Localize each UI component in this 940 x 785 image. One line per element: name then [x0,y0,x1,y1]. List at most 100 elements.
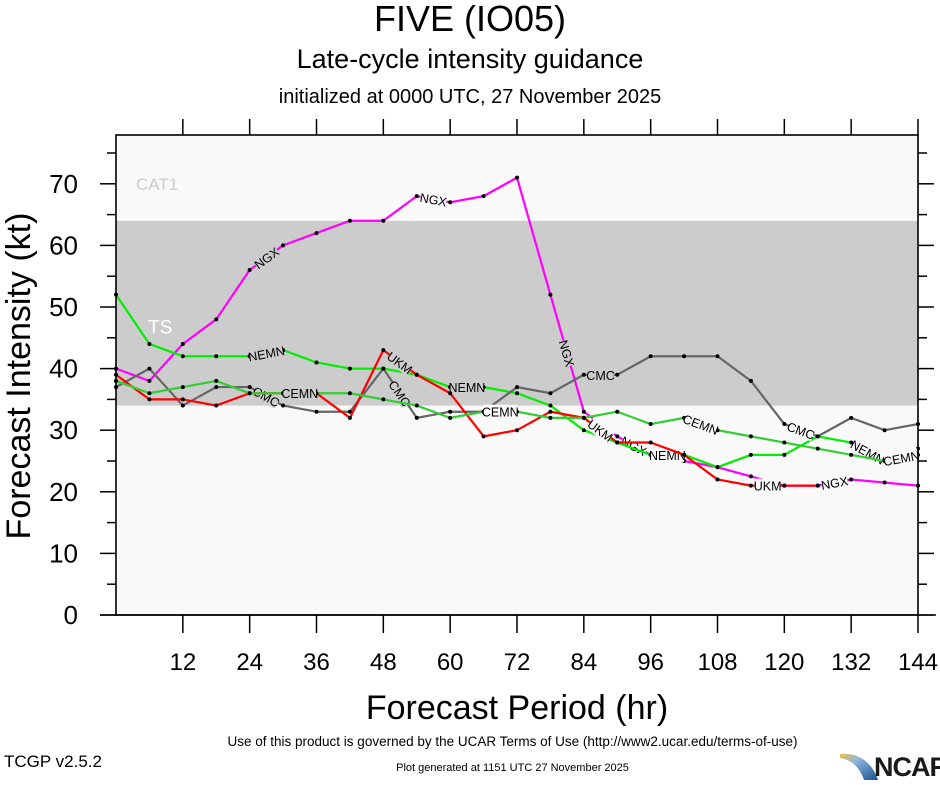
series-segment [416,404,451,419]
label-background [883,447,920,468]
series-segment [182,398,217,407]
y-tick-label: 0 [64,600,78,630]
data-point [347,409,352,414]
data-point [648,440,653,445]
data-point [314,231,319,236]
series-segment [215,392,251,407]
data-point [782,452,787,457]
series-segment [449,410,484,419]
data-point [615,409,620,414]
data-point [615,372,620,377]
series-label-cemn: CEMN [882,447,921,469]
x-tick-label: 132 [831,649,871,676]
series-segment [115,379,150,395]
series-segment [182,386,217,407]
data-point [281,243,286,248]
series-segment [717,478,752,487]
data-point [548,403,553,408]
data-point [347,218,352,223]
series-segment [516,385,551,395]
series-segment [515,177,552,295]
series-segment [383,398,417,407]
intensity-bands: TS CAT1 [116,135,918,615]
data-point [214,378,219,383]
label-background [248,343,285,364]
series-segment [650,441,685,456]
series-segment [516,392,551,407]
x-tick-label: 48 [370,649,397,676]
data-point [849,440,854,445]
series-segment [416,373,451,395]
label-background [385,349,415,376]
label-background [820,473,849,492]
data-point [748,483,753,488]
series-segment [115,367,150,382]
data-point [180,354,185,359]
data-point [180,341,185,346]
series-segment [750,435,785,444]
series-segment [716,355,752,382]
series-segment [850,416,885,432]
y-tick-label: 20 [49,477,78,507]
y-tick-label: 70 [49,169,78,199]
series-segment [215,269,251,320]
data-point [414,372,419,377]
series-segment [717,466,752,478]
data-point [381,366,386,371]
data-point [782,483,787,488]
series-ukm: UKMUKMUKMUKM [114,348,820,494]
x-tick-label: 108 [697,649,737,676]
data-point [849,415,854,420]
data-point [748,378,753,383]
series-segment [884,422,919,432]
series-segment [683,453,718,469]
y-tick-label: 60 [49,230,78,260]
data-point [682,452,687,457]
data-point [882,480,887,485]
data-point [381,218,386,223]
data-point [214,317,219,322]
label-background [786,419,816,442]
data-point [748,452,753,457]
ncar-swoosh-icon [840,753,878,780]
series-label-cemn: CEMN [482,404,519,420]
band-label-cat1: CAT1 [136,175,178,194]
x-tick-label: 12 [169,649,196,676]
data-point [748,474,753,479]
data-point [180,397,185,402]
data-point [548,409,553,414]
series-segment [817,416,852,438]
series-segment [182,318,217,345]
series-segment [549,373,585,395]
series-segment [717,429,752,438]
init-time: initialized at 0000 UTC, 27 November 202… [278,86,662,108]
data-point [347,391,352,396]
data-point [414,403,419,408]
data-point [849,452,854,457]
data-point [715,354,720,359]
series-segment [516,410,551,432]
label-background [450,380,484,395]
series-label-text: NGX [820,474,850,493]
series-segment [282,404,317,413]
y-tick-label: 40 [49,354,78,384]
series-segment [316,361,351,370]
series-segment [583,410,618,419]
series-segment [282,349,317,364]
series-segment [383,367,417,376]
x-axis-label: Forecast Period (hr) [366,689,668,727]
data-point [448,391,453,396]
data-point [648,354,653,359]
data-point [581,415,586,420]
series-segment [483,429,518,438]
series-segment [149,342,184,358]
label-background [282,386,317,401]
data-point [448,409,453,414]
axis-ticks: 12 24 36 48 60 72 84 96 108 120 132 144 0 10 20 30 40 50 6… [49,119,938,676]
series-segment [483,176,518,198]
data-point [548,391,553,396]
data-point [481,194,486,199]
data-point [180,403,185,408]
x-tick-label: 60 [437,649,464,676]
